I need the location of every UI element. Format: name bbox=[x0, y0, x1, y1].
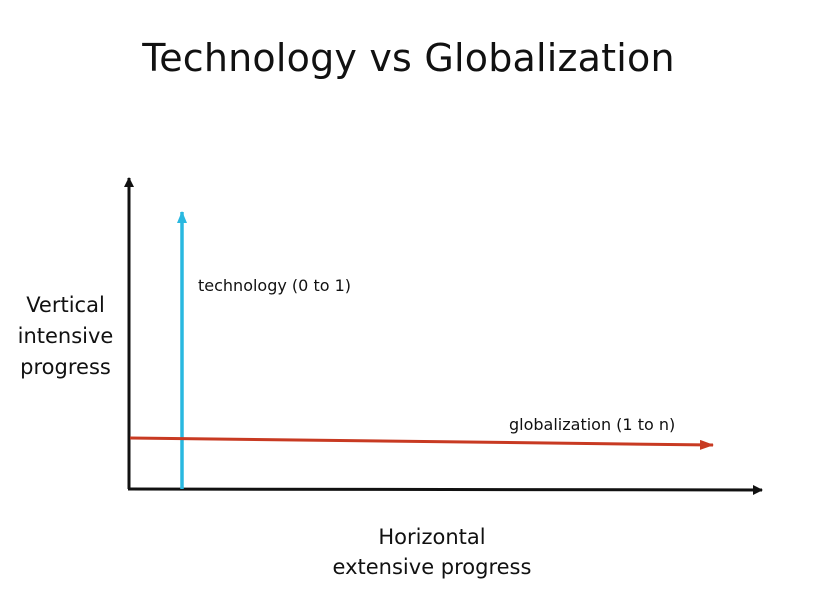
y-axis-label-line3: progress bbox=[20, 355, 111, 379]
x-axis-label: Horizontal extensive progress bbox=[282, 522, 582, 582]
x-axis-label-line1: Horizontal bbox=[378, 525, 486, 549]
y-axis-label: Vertical intensive progress bbox=[8, 290, 123, 383]
globalization-label: globalization (1 to n) bbox=[509, 415, 676, 434]
diagram-title: Technology vs Globalization bbox=[142, 36, 675, 80]
x-axis-label-line2: extensive progress bbox=[332, 555, 532, 579]
y-axis-label-line2: intensive bbox=[17, 324, 114, 348]
x-axis-line bbox=[127, 484, 763, 495]
y-axis-label-line1: Vertical bbox=[26, 293, 105, 317]
technology-label: technology (0 to 1) bbox=[198, 276, 352, 295]
globalization-arrow bbox=[129, 436, 714, 450]
